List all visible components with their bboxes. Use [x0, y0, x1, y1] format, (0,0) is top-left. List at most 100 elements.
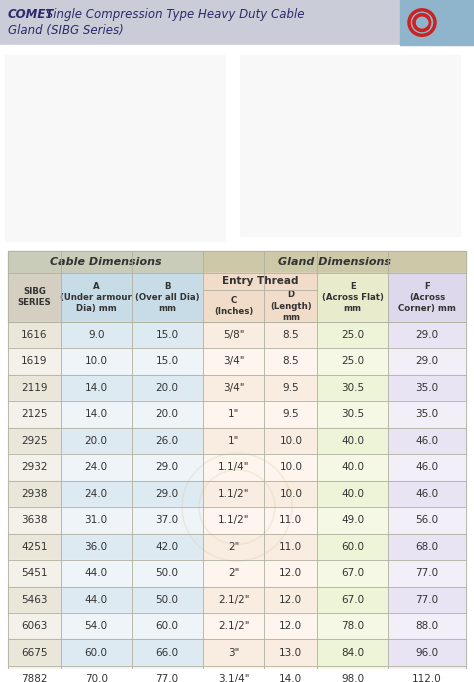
Bar [388, 533, 466, 560]
Bar [203, 401, 264, 428]
Bar [8, 560, 61, 587]
Text: 31.0: 31.0 [84, 516, 108, 525]
Text: 29.0: 29.0 [416, 330, 438, 340]
Bar [317, 640, 388, 666]
Bar [388, 454, 466, 481]
Bar [388, 374, 466, 401]
Text: 35.0: 35.0 [416, 383, 438, 393]
Text: 77.0: 77.0 [416, 595, 438, 605]
Text: 15.0: 15.0 [155, 357, 179, 366]
Bar [61, 640, 132, 666]
Bar [8, 533, 61, 560]
Bar [132, 322, 203, 349]
Text: 10.0: 10.0 [279, 462, 302, 473]
Text: 4251: 4251 [21, 542, 47, 552]
Text: 2119: 2119 [21, 383, 47, 393]
Text: 2": 2" [228, 542, 239, 552]
Bar [8, 322, 61, 349]
Text: 88.0: 88.0 [416, 621, 438, 632]
Text: 40.0: 40.0 [341, 462, 364, 473]
Text: 10.0: 10.0 [85, 357, 108, 366]
Bar [8, 428, 61, 454]
Text: 20.0: 20.0 [155, 409, 179, 419]
Bar [388, 507, 466, 533]
Bar [132, 273, 203, 322]
Text: 6675: 6675 [21, 648, 47, 657]
Text: 14.0: 14.0 [84, 409, 108, 419]
Bar [264, 507, 317, 533]
Bar [61, 666, 132, 682]
Bar [203, 533, 264, 560]
Text: 60.0: 60.0 [85, 648, 108, 657]
Text: 67.0: 67.0 [341, 568, 364, 578]
Bar [203, 507, 264, 533]
Text: 35.0: 35.0 [416, 409, 438, 419]
Text: 44.0: 44.0 [84, 568, 108, 578]
Bar [61, 401, 132, 428]
Text: 10.0: 10.0 [279, 489, 302, 499]
Text: 112.0: 112.0 [412, 674, 442, 682]
Bar [264, 533, 317, 560]
Bar [203, 273, 264, 322]
Text: 14.0: 14.0 [279, 674, 302, 682]
Text: 1.1/2": 1.1/2" [218, 516, 249, 525]
Text: 12.0: 12.0 [279, 621, 302, 632]
Text: 50.0: 50.0 [155, 595, 179, 605]
Bar [317, 666, 388, 682]
Bar [132, 481, 203, 507]
Bar [264, 613, 317, 640]
Text: 7882: 7882 [21, 674, 47, 682]
Bar [264, 401, 317, 428]
Text: 25.0: 25.0 [341, 330, 364, 340]
Bar [8, 251, 203, 273]
Text: 1619: 1619 [21, 357, 47, 366]
Bar [203, 613, 264, 640]
Bar [132, 560, 203, 587]
Bar [317, 481, 388, 507]
Text: Single Compression Type Heavy Duty Cable: Single Compression Type Heavy Duty Cable [42, 8, 304, 21]
Bar [8, 454, 61, 481]
Text: 70.0: 70.0 [85, 674, 108, 682]
Bar [317, 273, 388, 322]
Text: 12.0: 12.0 [279, 595, 302, 605]
Bar [8, 666, 61, 682]
Text: 1.1/4": 1.1/4" [218, 462, 249, 473]
Bar [132, 507, 203, 533]
Bar [8, 507, 61, 533]
Bar [132, 428, 203, 454]
Bar [388, 481, 466, 507]
Bar [388, 640, 466, 666]
Bar [132, 533, 203, 560]
Text: 10.0: 10.0 [279, 436, 302, 446]
Text: 2125: 2125 [21, 409, 47, 419]
Bar [203, 273, 317, 291]
Bar [203, 640, 264, 666]
Text: 3638: 3638 [21, 516, 47, 525]
Text: 15.0: 15.0 [155, 330, 179, 340]
Text: 50.0: 50.0 [155, 568, 179, 578]
Text: 3.1/4": 3.1/4" [218, 674, 249, 682]
Text: 20.0: 20.0 [155, 383, 179, 393]
Bar [317, 454, 388, 481]
Bar [8, 587, 61, 613]
Text: 24.0: 24.0 [84, 462, 108, 473]
Text: 46.0: 46.0 [416, 436, 438, 446]
Text: A
(Under armour
Dia) mm: A (Under armour Dia) mm [60, 282, 132, 313]
Text: 60.0: 60.0 [341, 542, 364, 552]
Bar [61, 587, 132, 613]
Bar [8, 374, 61, 401]
Bar [132, 613, 203, 640]
Text: 9.5: 9.5 [283, 383, 299, 393]
Bar [8, 349, 61, 374]
Text: Cable Dimensions: Cable Dimensions [49, 257, 161, 267]
Bar [203, 587, 264, 613]
Text: 3": 3" [228, 648, 239, 657]
Bar [132, 640, 203, 666]
Bar [388, 349, 466, 374]
Bar [203, 481, 264, 507]
Text: 84.0: 84.0 [341, 648, 364, 657]
Text: C
(Inches): C (Inches) [214, 296, 253, 316]
Text: 30.5: 30.5 [341, 383, 364, 393]
Text: Gland (SIBG Series): Gland (SIBG Series) [8, 24, 124, 37]
Text: Entry Thread: Entry Thread [222, 276, 298, 286]
